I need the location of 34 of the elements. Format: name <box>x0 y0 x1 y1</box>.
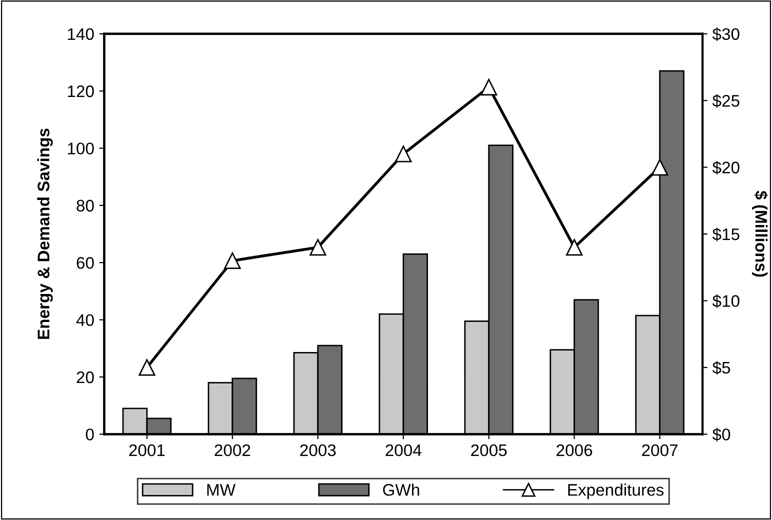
y-tick-label: 140 <box>68 28 94 40</box>
y-tick-label: 0 <box>86 428 94 440</box>
y-tick-label: 100 <box>68 142 94 154</box>
y2-tick-label: $25 <box>712 94 740 108</box>
x-tick-label: 2007 <box>642 444 678 456</box>
y2-tick-label: $15 <box>712 228 740 242</box>
y-tick-label: 120 <box>68 85 94 98</box>
y2-tick-label: $30 <box>712 28 740 41</box>
point <box>310 239 326 256</box>
y2-tick-label: $20 <box>712 160 740 174</box>
y2-tick-label: $10 <box>712 294 740 308</box>
point <box>651 158 668 176</box>
point <box>480 78 498 96</box>
y-tick-label: 80 <box>76 200 94 212</box>
point <box>566 239 583 256</box>
y2-axis-title: $ (Millions) <box>752 190 768 277</box>
x-tick-label: 2001 <box>129 444 165 456</box>
x-tick-label: 2002 <box>214 444 250 456</box>
point <box>224 252 241 270</box>
y-tick-label: 60 <box>76 257 94 269</box>
x-tick-label: 2006 <box>556 444 592 456</box>
legend-label: Expenditures <box>568 484 664 500</box>
legend-label: MW <box>207 484 236 496</box>
x-tick-label: 2005 <box>471 444 507 456</box>
x-tick-label: 2004 <box>386 444 422 456</box>
y2-tick-label: $5 <box>712 361 730 375</box>
point <box>395 146 412 162</box>
y-tick-label: 20 <box>76 371 94 384</box>
y-axis-title: Energy & Demand Savings <box>37 128 53 339</box>
y2-tick-label: $0 <box>712 428 730 442</box>
point <box>138 359 156 376</box>
x-tick-label: 2003 <box>300 444 336 456</box>
y-tick-label: 40 <box>76 314 94 326</box>
legend-label: GWh <box>383 484 420 496</box>
